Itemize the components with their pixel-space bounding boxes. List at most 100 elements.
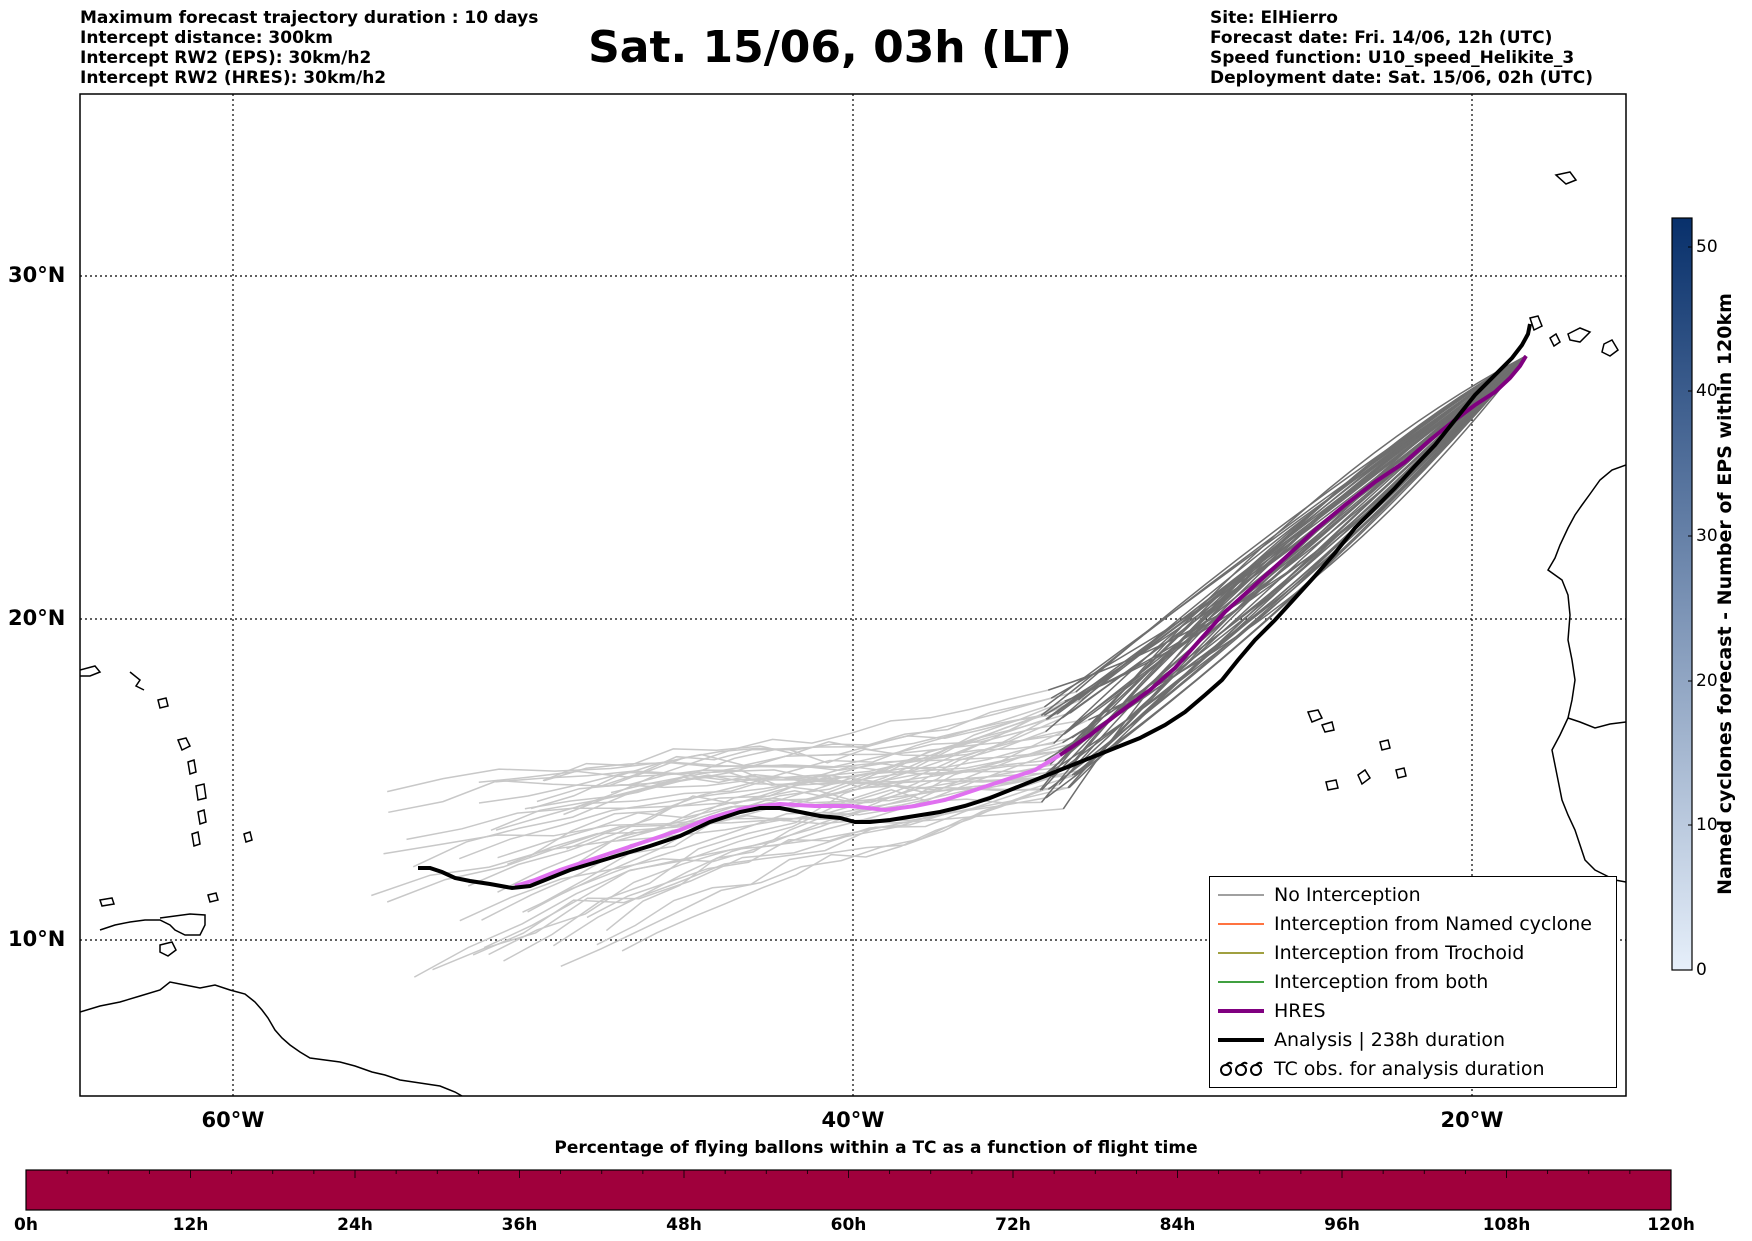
eps-trajectory (560, 789, 1042, 967)
eps-trajectory (601, 742, 1054, 787)
deployment-date-text: Deployment date: Sat. 15/06, 02h (UTC) (1210, 68, 1594, 88)
eps-trajectory (387, 750, 1059, 793)
eps-trajectory (1041, 355, 1527, 779)
eps-trajectory (608, 713, 1058, 787)
colorbar-tick-30: 30 (1696, 526, 1718, 546)
legend-label: TC obs. for analysis duration (1274, 1058, 1545, 1080)
time-bar-title: Percentage of flying ballons within a TC… (554, 1138, 1198, 1158)
island-canaries-4 (1549, 332, 1561, 348)
island-cape-verde-5 (1325, 779, 1339, 791)
colorbar-tick-10: 10 (1696, 815, 1718, 835)
eps-trajectory (459, 729, 1069, 860)
eps-trajectory (1081, 355, 1527, 701)
speed-function-text: Speed function: U10_speed_Helikite_3 (1210, 48, 1575, 68)
legend-label: Analysis | 238h duration (1274, 1029, 1506, 1051)
eps-trajectory (610, 773, 1042, 794)
island-madeira (1554, 171, 1578, 185)
intercept-eps-text: Intercept RW2 (EPS): 30km/h2 (80, 48, 372, 68)
time-tick-label: 108h (1482, 1215, 1531, 1235)
eps-trajectory (596, 783, 1060, 946)
legend-item-no-interception: No Interception (1210, 881, 1616, 910)
time-bar-tick-marks (25, 1170, 1672, 1178)
colorbar (1671, 217, 1693, 971)
lat-label-10n: 10°N (8, 927, 66, 951)
legend-label: HRES (1274, 1000, 1326, 1022)
eps-trajectories-early (371, 689, 1089, 978)
max-duration-text: Maximum forecast trajectory duration : 1… (80, 8, 539, 28)
coast-south-america (80, 981, 463, 1096)
island-guadeloupe (157, 697, 169, 709)
time-tick-label: 24h (337, 1215, 373, 1235)
legend-label: Interception from Named cyclone (1274, 913, 1592, 935)
island-lesser-antilles-3 (195, 783, 207, 801)
legend-item-named-cyclone: Interception from Named cyclone (1210, 910, 1616, 939)
colorbar-ticks (1688, 246, 1692, 971)
colorbar-tick-40: 40 (1696, 381, 1718, 401)
island-cape-verde-3 (1379, 739, 1391, 751)
eps-trajectory (1046, 355, 1527, 774)
island-barbados (243, 831, 253, 843)
island-cape-verde-2 (1320, 721, 1335, 733)
island-lesser-antilles-5 (191, 831, 201, 847)
island-virgin (129, 671, 145, 691)
colorbar-label: Named cyclones forecast - Number of EPS … (1714, 293, 1736, 895)
lat-label-30n: 30°N (8, 263, 66, 287)
coast-venezuela-gulf (99, 913, 206, 936)
header-right-info: Site: ElHierro Forecast date: Fri. 14/06… (1210, 8, 1593, 88)
eps-trajectory (566, 737, 1073, 850)
island-canaries-3 (1601, 339, 1619, 357)
hres-trajectory (1058, 354, 1528, 757)
eps-trajectory (386, 740, 1084, 903)
map-frame (79, 93, 1627, 1097)
eps-trajectory (472, 773, 1077, 956)
intercept-hres-text: Intercept RW2 (HRES): 30km/h2 (80, 68, 387, 88)
island-curacao (99, 897, 115, 907)
legend-item-both: Interception from both (1210, 968, 1616, 997)
intercept-distance-text: Intercept distance: 300km (80, 28, 333, 48)
island-canaries-1 (1529, 315, 1543, 332)
lon-label-20w: 20°W (1440, 1108, 1504, 1132)
time-tick-label: 36h (501, 1215, 538, 1235)
lon-label-40w: 40°W (821, 1108, 885, 1132)
island-lesser-antilles-4 (197, 809, 207, 825)
legend-label: Interception from Trochoid (1274, 942, 1525, 964)
header-left-info: Maximum forecast trajectory duration : 1… (80, 8, 538, 88)
eps-trajectory (1053, 355, 1527, 745)
legend-label: No Interception (1274, 884, 1421, 906)
time-tick-label: 0h (14, 1215, 38, 1235)
legend-item-trochoid: Interception from Trochoid (1210, 939, 1616, 968)
island-cape-verde-1 (1306, 709, 1324, 723)
legend: No Interception Interception from Named … (1209, 876, 1617, 1088)
island-trinidad (159, 941, 177, 957)
colorbar-tick-0: 0 (1696, 960, 1707, 980)
time-tick-label: 96h (1324, 1215, 1360, 1235)
time-tick-label: 12h (172, 1215, 209, 1235)
island-cape-verde-4 (1357, 768, 1372, 786)
analysis-trajectory (418, 323, 1532, 891)
time-tick-label: 84h (1159, 1215, 1196, 1235)
eps-trajectory (412, 697, 1052, 868)
colorbar-label-wrap: Named cyclones forecast - Number of EPS … (1710, 218, 1740, 970)
tc-symbol-icon (1220, 1061, 1263, 1076)
island-canaries-2 (1567, 327, 1592, 343)
eps-trajectories-no-interception (1039, 355, 1527, 810)
lon-label-60w: 60°W (201, 1108, 265, 1132)
time-tick-label: 48h (666, 1215, 702, 1235)
time-tick-label: 60h (830, 1215, 867, 1235)
page-title: Sat. 15/06, 03h (LT) (588, 22, 1072, 73)
eps-trajectory (536, 772, 1047, 803)
eps-trajectory (371, 765, 1079, 897)
eps-trajectory (467, 712, 1071, 887)
lat-label-20n: 20°N (8, 606, 66, 630)
island-tobago (207, 892, 219, 903)
eps-trajectory (621, 789, 1041, 952)
eps-trajectory (1056, 355, 1527, 715)
island-cape-verde-6 (1395, 767, 1407, 779)
coast-africa-inlet (1567, 717, 1626, 729)
legend-item-tc-obs: TC obs. for analysis duration (1210, 1055, 1616, 1084)
eps-trajectory (1045, 355, 1527, 778)
time-tick-label: 120h (1647, 1215, 1695, 1235)
legend-item-analysis: Analysis | 238h duration (1210, 1026, 1616, 1055)
eps-trajectory (478, 766, 1070, 804)
